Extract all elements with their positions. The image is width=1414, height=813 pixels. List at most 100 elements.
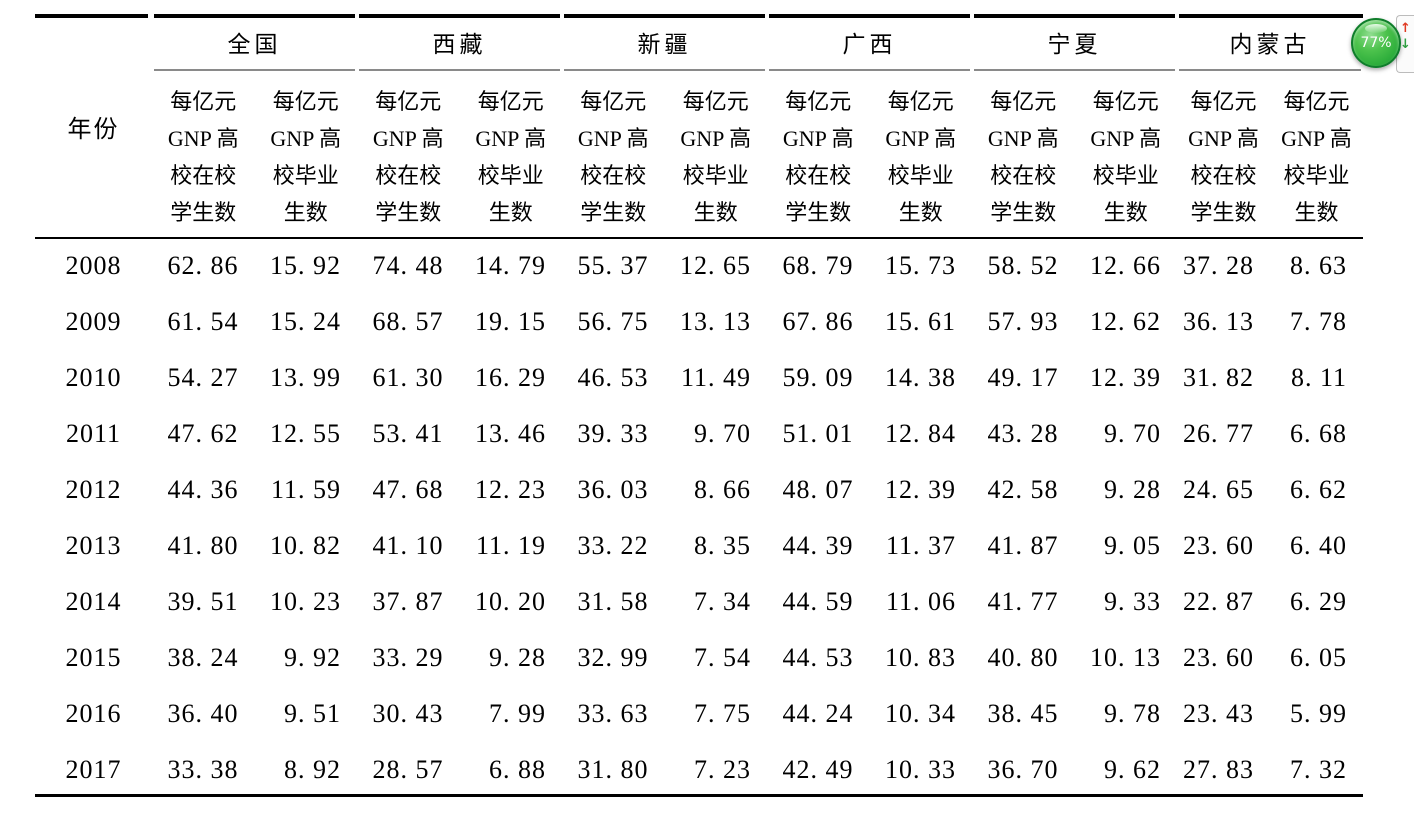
value-cell: 39. 33 xyxy=(577,419,649,448)
value-cell: 67. 86 xyxy=(782,307,854,336)
value-cell: 44. 59 xyxy=(782,587,854,616)
scroll-down-icon[interactable]: ↓ xyxy=(1400,37,1411,52)
value-cell: 37. 28 xyxy=(1183,251,1254,280)
group-header: 全国 xyxy=(227,32,282,57)
zoom-level-badge[interactable]: 77% xyxy=(1351,18,1401,68)
value-cell: 7. 34 xyxy=(694,587,751,616)
value-cell: 8. 63 xyxy=(1290,251,1347,280)
value-cell: 12. 39 xyxy=(1090,363,1161,392)
value-cell: 19. 15 xyxy=(475,307,546,336)
metric-subheader: 每亿元 GNP 高 校毕业 生数 xyxy=(1090,89,1162,225)
value-cell: 44. 24 xyxy=(782,699,854,728)
value-cell: 42. 58 xyxy=(987,475,1059,504)
value-cell: 33. 29 xyxy=(372,643,444,672)
value-cell: 36. 03 xyxy=(577,475,649,504)
value-cell: 6. 62 xyxy=(1290,475,1347,504)
table-rule-segment xyxy=(1179,14,1363,18)
metric-subheader: 每亿元 GNP 高 校在校 学生数 xyxy=(167,89,239,225)
value-cell: 12. 55 xyxy=(270,419,341,448)
year-cell: 2009 xyxy=(65,307,122,336)
value-cell: 15. 73 xyxy=(885,251,956,280)
value-cell: 31. 80 xyxy=(577,755,649,784)
value-cell: 36. 13 xyxy=(1183,307,1254,336)
value-cell: 12. 65 xyxy=(680,251,751,280)
table-rule-segment xyxy=(35,14,148,18)
value-cell: 38. 24 xyxy=(167,643,239,672)
value-cell: 53. 41 xyxy=(372,419,444,448)
group-header: 广西 xyxy=(842,32,897,57)
value-cell: 9. 33 xyxy=(1104,587,1161,616)
value-cell: 46. 53 xyxy=(577,363,649,392)
value-cell: 15. 92 xyxy=(270,251,341,280)
table: 年份 全国 西藏 新疆 广西 宁夏 内蒙古 每亿元 GNP 高 校在校 学生数 每亿元 GNP… xyxy=(35,14,1363,798)
value-cell: 26. 77 xyxy=(1183,419,1254,448)
value-cell: 6. 68 xyxy=(1290,419,1347,448)
metric-subheader: 每亿元 GNP 高 校在校 学生数 xyxy=(1188,89,1259,225)
value-cell: 10. 34 xyxy=(885,699,956,728)
value-cell: 11. 59 xyxy=(270,475,341,504)
zoom-percent-label: 77% xyxy=(1360,35,1392,51)
value-cell: 54. 27 xyxy=(167,363,239,392)
value-cell: 42. 49 xyxy=(782,755,854,784)
value-cell: 39. 51 xyxy=(167,587,239,616)
table-rule-segment xyxy=(154,69,355,71)
value-cell: 5. 99 xyxy=(1290,699,1347,728)
value-cell: 12. 66 xyxy=(1090,251,1161,280)
value-cell: 11. 37 xyxy=(885,531,956,560)
value-cell: 22. 87 xyxy=(1183,587,1254,616)
value-cell: 13. 46 xyxy=(475,419,546,448)
value-cell: 49. 17 xyxy=(987,363,1059,392)
value-cell: 9. 51 xyxy=(284,699,341,728)
value-cell: 10. 82 xyxy=(270,531,341,560)
value-cell: 9. 62 xyxy=(1104,755,1161,784)
value-cell: 32. 99 xyxy=(577,643,649,672)
value-cell: 6. 05 xyxy=(1290,643,1347,672)
value-cell: 11. 19 xyxy=(475,531,546,560)
year-cell: 2011 xyxy=(65,419,122,448)
value-cell: 9. 70 xyxy=(694,419,751,448)
value-cell: 9. 70 xyxy=(1104,419,1161,448)
year-cell: 2013 xyxy=(65,531,122,560)
value-cell: 14. 79 xyxy=(475,251,546,280)
value-cell: 41. 80 xyxy=(167,531,239,560)
table-rule-segment xyxy=(769,69,970,71)
group-header: 西藏 xyxy=(432,32,487,57)
table-rule-segment xyxy=(35,237,1363,239)
value-cell: 7. 54 xyxy=(694,643,751,672)
year-cell: 2017 xyxy=(65,755,122,784)
value-cell: 31. 82 xyxy=(1183,363,1254,392)
scroll-up-icon[interactable]: ↑ xyxy=(1400,21,1411,36)
year-cell: 2015 xyxy=(65,643,122,672)
table-rule-segment xyxy=(359,14,560,18)
group-header: 宁夏 xyxy=(1047,32,1102,57)
value-cell: 10. 83 xyxy=(885,643,956,672)
table-rule-segment xyxy=(974,69,1175,71)
value-cell: 10. 20 xyxy=(475,587,546,616)
value-cell: 68. 57 xyxy=(372,307,444,336)
value-cell: 15. 24 xyxy=(270,307,341,336)
value-cell: 24. 65 xyxy=(1183,475,1254,504)
table-rule-segment xyxy=(564,14,765,18)
value-cell: 58. 52 xyxy=(987,251,1059,280)
value-cell: 47. 62 xyxy=(167,419,239,448)
table-rule-segment xyxy=(564,69,765,71)
value-cell: 7. 99 xyxy=(489,699,546,728)
metric-subheader: 每亿元 GNP 高 校在校 学生数 xyxy=(782,89,854,225)
value-cell: 68. 79 xyxy=(782,251,854,280)
metric-subheader: 每亿元 GNP 高 校毕业 生数 xyxy=(1281,89,1352,225)
value-cell: 9. 28 xyxy=(489,643,546,672)
value-cell: 44. 53 xyxy=(782,643,854,672)
year-cell: 2014 xyxy=(65,587,122,616)
value-cell: 16. 29 xyxy=(475,363,546,392)
value-cell: 9. 92 xyxy=(284,643,341,672)
year-column-header: 年份 xyxy=(67,116,120,143)
table-rule-segment xyxy=(1179,69,1361,71)
table-rule-segment xyxy=(974,14,1175,18)
value-cell: 33. 22 xyxy=(577,531,649,560)
table-rule-segment xyxy=(359,69,560,71)
value-cell: 7. 78 xyxy=(1290,307,1347,336)
value-cell: 37. 87 xyxy=(372,587,444,616)
value-cell: 40. 80 xyxy=(987,643,1059,672)
value-cell: 31. 58 xyxy=(577,587,649,616)
value-cell: 41. 10 xyxy=(372,531,444,560)
